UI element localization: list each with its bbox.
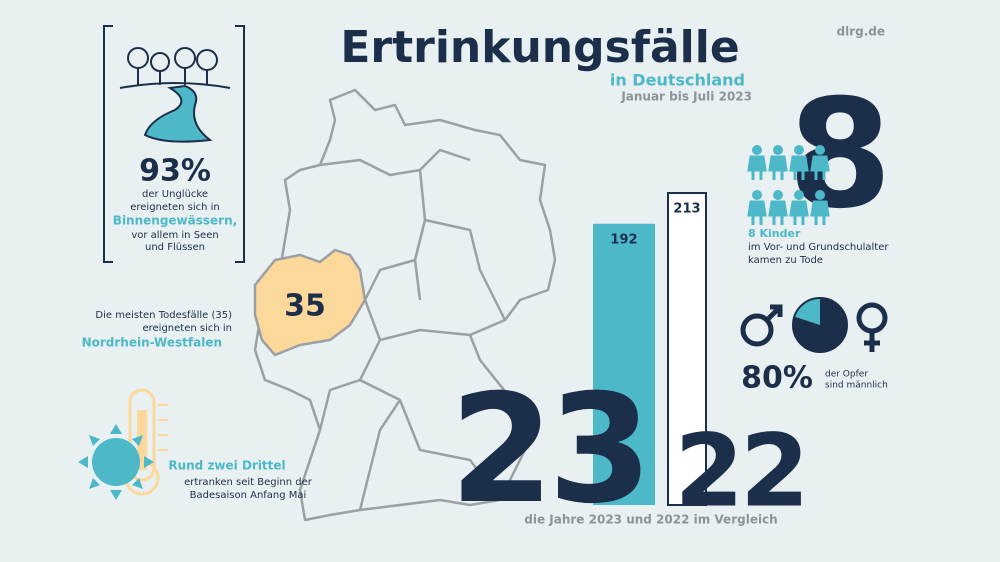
child-icon [768, 145, 788, 180]
state-line: Die meisten Todesfälle (35) [95, 310, 232, 321]
gender-label: 80% [741, 361, 813, 396]
season-line: Badesaison Anfang Mai [190, 490, 307, 501]
state-name: Nordrhein-Westfalen [82, 336, 222, 350]
year-label: 22 [674, 412, 805, 529]
subtitle: in Deutschland [610, 71, 745, 90]
sun-thermometer [78, 388, 168, 500]
state-count: 35 [284, 289, 326, 324]
male-symbol [740, 304, 783, 347]
child-body [810, 200, 830, 225]
source: dlrg.de [837, 25, 886, 39]
child-body [789, 155, 809, 180]
bar-value: 192 [610, 232, 637, 247]
child-head [752, 190, 762, 200]
gender-line: der Opfer [825, 370, 868, 380]
child-head [773, 145, 783, 155]
child-icon [789, 190, 809, 225]
child-body [810, 155, 830, 180]
bar-value: 213 [673, 202, 700, 217]
children-line: im Vor- und Grundschulalter [748, 242, 889, 253]
season-highlight: Rund zwei Drittel [168, 459, 285, 473]
pie-slice [793, 298, 848, 352]
child-body [747, 200, 767, 225]
child-icon [768, 190, 788, 225]
child-head [794, 190, 804, 200]
child-icon [810, 145, 830, 180]
bar [593, 223, 655, 505]
nrw-region [253, 248, 367, 357]
child-head [773, 190, 783, 200]
children-line: kamen zu Tode [748, 255, 823, 266]
child-head [752, 145, 762, 155]
child-body [768, 200, 788, 225]
year-label: 23 [450, 363, 647, 537]
bracket [103, 25, 245, 263]
children-icons [747, 145, 830, 225]
child-head [794, 145, 804, 155]
title: Ertrinkungsfälle [340, 22, 739, 73]
child-body [747, 155, 767, 180]
child-head [815, 190, 825, 200]
trees-illustration [119, 47, 231, 143]
comparison-caption: die Jahre 2023 und 2022 im Vergleich [524, 513, 777, 527]
child-icon [747, 190, 767, 225]
gender-pie [792, 297, 848, 353]
inland-line: und Flüssen [145, 242, 205, 253]
children-title: 8 Kinder [748, 227, 801, 240]
bar [667, 192, 707, 506]
inland-line: ereigneten sich in [130, 202, 220, 213]
inland-value: 93% [139, 154, 211, 189]
germany-map [253, 88, 557, 522]
child-body [789, 200, 809, 225]
comparison-bars: 192 213 [593, 192, 707, 506]
child-head [815, 145, 825, 155]
season-line: ertranken seit Beginn der [184, 477, 313, 488]
gender-line: sind männlich [825, 381, 888, 391]
inland-highlight: Binnengewässern, [113, 214, 237, 228]
state-line: ereigneten sich in [142, 323, 232, 334]
inland-line: der Unglücke [142, 189, 208, 200]
female-symbol [856, 302, 888, 352]
child-body [768, 155, 788, 180]
child-icon [747, 145, 767, 180]
pie-outline [792, 297, 848, 353]
inland-line: vor allem in Seen [131, 230, 218, 241]
child-icon [789, 145, 809, 180]
period: Januar bis Juli 2023 [620, 90, 752, 104]
child-icon [810, 190, 830, 225]
